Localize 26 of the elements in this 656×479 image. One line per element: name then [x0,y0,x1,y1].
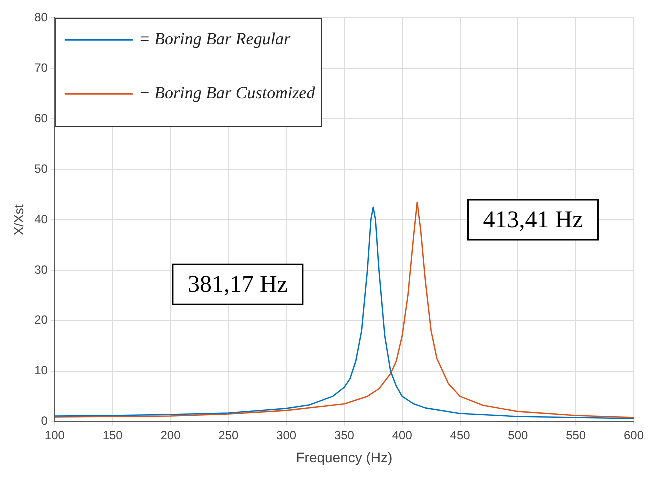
legend-label: = Boring Bar Regular [138,30,292,49]
y-tick-label: 10 [34,364,48,378]
annotation: 413,41 Hz [483,207,584,234]
annotation: 381,17 Hz [188,272,288,298]
x-axis-title: Frequency (Hz) [296,449,393,466]
x-tick-label: 200 [160,428,182,442]
y-tick-label: 50 [34,162,48,176]
y-tick-label: 30 [34,262,48,277]
y-tick-label: 60 [34,111,48,126]
x-tick-label: 300 [276,428,297,442]
x-tick-label: 450 [450,428,471,442]
x-tick-label: 400 [392,428,413,442]
x-tick-label: 100 [44,428,66,442]
x-tick-label: 600 [624,428,644,442]
x-tick-label: 550 [566,428,586,442]
y-axis-title: X/Xst [11,204,26,236]
y-tick-label: 80 [34,10,48,25]
legend-label: − Boring Bar Customized [138,84,316,103]
y-tick-label: 0 [41,414,48,428]
y-tick-label: 20 [34,313,48,328]
y-tick-label: 40 [34,212,48,226]
y-tick-label: 70 [34,60,48,75]
x-tick-label: 350 [334,428,355,442]
x-tick-label: 150 [102,428,124,442]
x-tick-label: 250 [218,428,239,442]
x-tick-label: 500 [508,428,529,442]
